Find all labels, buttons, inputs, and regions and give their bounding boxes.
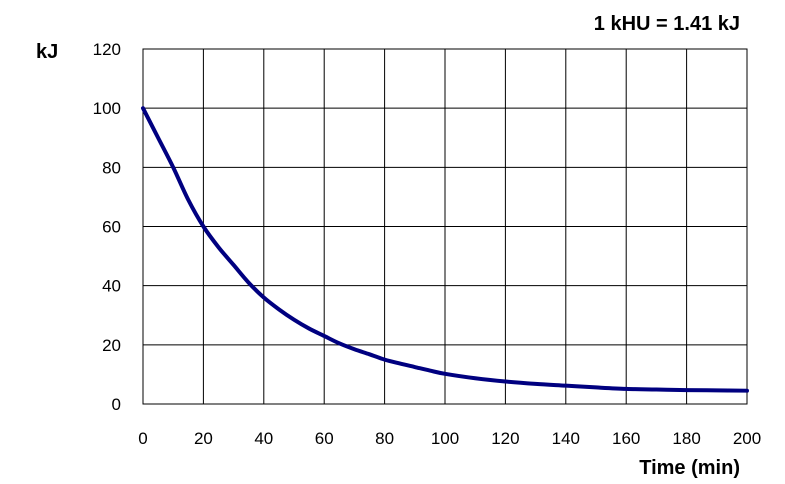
- x-tick-label: 180: [672, 429, 700, 448]
- y-tick-label: 80: [102, 158, 121, 177]
- tick-labels: 0 20 40 60 80 100 120 140 160 180 200 0 20 40 60 80 100 1…: [93, 40, 762, 448]
- x-tick-label: 200: [733, 429, 761, 448]
- grid: [142, 48, 748, 405]
- x-axis-label: Time (min): [639, 457, 740, 479]
- x-tick-label: 40: [254, 429, 273, 448]
- y-tick-label: 0: [112, 395, 121, 414]
- x-tick-label: 20: [194, 429, 213, 448]
- y-axis-label: kJ: [36, 41, 58, 63]
- x-tick-label: 120: [491, 429, 519, 448]
- chart-annotation: 1 kHU = 1.41 kJ: [594, 13, 740, 35]
- plot-border: [142, 48, 748, 405]
- x-tick-label: 100: [431, 429, 459, 448]
- y-tick-label: 100: [93, 99, 121, 118]
- y-tick-label: 60: [102, 218, 121, 237]
- x-tick-label: 60: [315, 429, 334, 448]
- plot-area: [141, 106, 749, 393]
- y-tick-label: 120: [93, 40, 121, 59]
- x-tick-label: 160: [612, 429, 640, 448]
- series-line: [141, 106, 749, 393]
- y-tick-label: 20: [102, 336, 121, 355]
- x-tick-label: 140: [552, 429, 580, 448]
- y-tick-label: 40: [102, 277, 121, 296]
- x-tick-label: 80: [375, 429, 394, 448]
- x-tick-label: 0: [138, 429, 147, 448]
